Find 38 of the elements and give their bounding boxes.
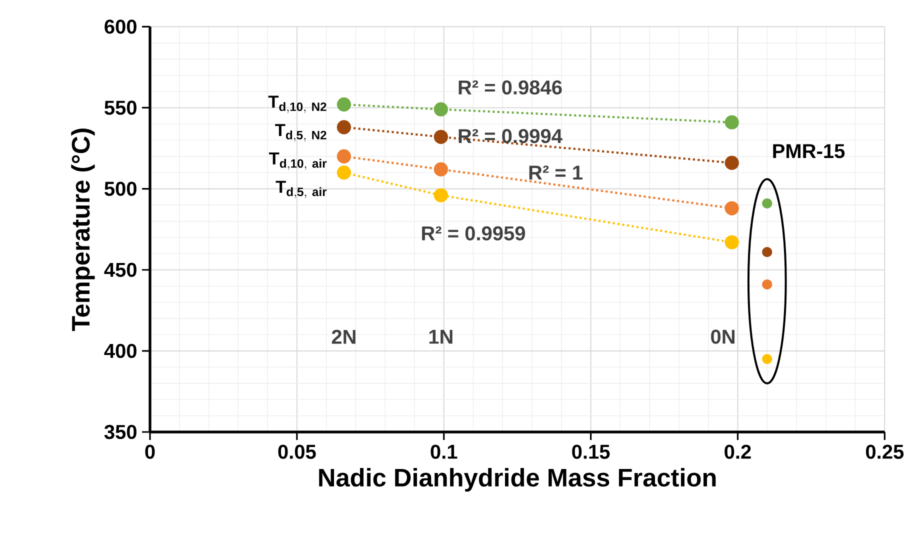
annotation: R² = 0.9846 <box>458 80 562 95</box>
y-tick-label: 500 <box>104 182 136 196</box>
annotation: R² = 0.9959 <box>422 226 526 240</box>
y-tick-label: 400 <box>104 344 136 358</box>
point <box>336 166 352 180</box>
annotation: 0N <box>711 330 734 344</box>
series-label: $\mathbf{T}_{\mathbf{d,5,\ N2}}$ <box>275 124 326 142</box>
x-tick-label: 0.25 <box>866 444 904 459</box>
x-tick-label: 0.2 <box>724 444 751 459</box>
x-axis-title: Nadic Dianhydride Mass Fraction <box>319 468 716 492</box>
point <box>434 162 448 176</box>
x-tick-label: 0.05 <box>278 444 316 459</box>
point <box>724 201 739 216</box>
y-tick-label: 550 <box>104 100 136 115</box>
annotation: 2N <box>332 330 356 344</box>
series-label: $\mathbf{T}_{\mathbf{d,10,\ N2}}$ <box>268 96 326 114</box>
annotation: 1N <box>429 330 452 344</box>
y-tick-label: 450 <box>104 262 136 277</box>
series-label: $\mathbf{T}_{\mathbf{d,5,\ air}}$ <box>276 180 327 198</box>
point <box>724 115 739 130</box>
point <box>434 102 448 116</box>
point <box>336 120 352 134</box>
text: PMR-15 <box>773 144 845 158</box>
y-axis-title: Temperature (°C) <box>71 128 95 331</box>
x-tick-label: 0 <box>145 444 155 459</box>
point <box>434 188 448 202</box>
annotation: R² = 0.9994 <box>458 129 562 144</box>
point <box>724 235 739 250</box>
x-tick-label: 0.15 <box>572 444 610 459</box>
point <box>336 97 352 112</box>
point <box>434 130 448 144</box>
annotation: R² = 1 <box>529 166 582 180</box>
point <box>724 156 739 170</box>
x-tick-label: 0.1 <box>430 444 458 459</box>
y-tick-label: 600 <box>104 20 136 34</box>
y-tick-label: 350 <box>104 424 136 440</box>
series-label: $\mathbf{T}_{\mathbf{d,10,\ air}}$ <box>269 152 327 170</box>
point <box>336 149 352 164</box>
